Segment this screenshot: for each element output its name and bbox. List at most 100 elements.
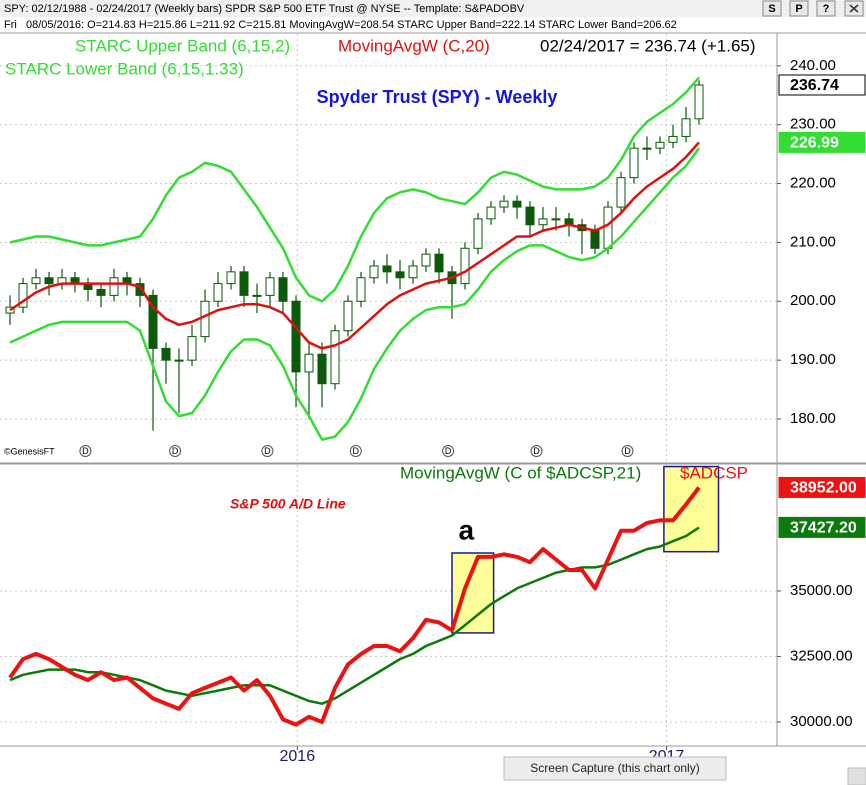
header-title: SPY: 02/12/1988 - 02/24/2017 (Weekly bar… [4,3,525,15]
candle-body [538,218,548,226]
end-label-box [778,516,866,538]
capture-label[interactable]: Screen Capture (this chart only) [530,761,699,775]
x-tick-label: 2016 [280,748,316,765]
candle-body [655,141,665,149]
y-tick-label: 180.00 [790,410,836,427]
candle-body [317,353,327,385]
y-tick-label: 32500.00 [790,647,853,664]
candle-body [161,347,171,361]
series-line [8,486,701,727]
toolbar-button[interactable] [789,0,809,17]
header-day: Fri [4,19,17,31]
dividend-label: D [172,446,179,456]
candle-body [382,265,392,273]
candle-body [226,271,236,285]
candle-body [551,218,561,221]
candle-body [18,283,28,308]
y-tick-label: 35000.00 [790,582,853,599]
y-tick-label: 30000.00 [790,713,853,730]
candle-body [603,206,613,249]
dividend-marker [442,445,455,457]
candle-body [252,294,262,297]
candle-body [434,253,444,273]
legend-entry: MovingAvgW (C,20) [338,36,490,55]
toolbar-button-label[interactable]: ? [823,3,830,15]
price-panel [0,34,777,462]
legend-entry: STARC Upper Band (6,15,2) [75,36,290,55]
candle-body [629,147,639,179]
toolbar-button[interactable] [762,0,782,17]
series-line [9,76,700,303]
candle-body [642,147,652,150]
candle-body [681,118,691,137]
y-tick-label: 200.00 [790,292,836,309]
dividend-marker [261,445,274,457]
candle-body [460,247,470,285]
candle-body [330,330,340,385]
end-label-box [778,476,866,498]
candle-body [200,300,210,338]
candle-body [369,265,379,279]
candle-body [512,200,522,208]
scroll-corner [847,767,866,785]
end-label: 37427.20 [790,520,857,537]
series-line [9,141,700,350]
candle-body [668,135,678,143]
candle-body [239,271,249,296]
end-label: 236.74 [790,77,839,94]
candle-body [525,206,535,226]
candle-body [304,353,314,373]
y-tick-label: 240.00 [790,57,836,74]
y-tick-label: 210.00 [790,233,836,250]
dividend-marker [79,445,92,457]
candle-body [421,253,431,267]
dividend-marker [530,445,543,457]
candle-body [135,283,145,296]
candle-body [187,336,197,361]
candle-body [486,206,496,220]
candle-body [356,277,366,302]
candle-body [473,218,483,249]
annotation: a [459,514,475,545]
last-value-label: 02/24/2017 = 236.74 (+1.65) [540,36,756,55]
y-tick-label: 230.00 [790,116,836,133]
candle-body [278,277,288,302]
dividend-label: D [624,446,631,456]
candle-body [499,200,509,208]
header-bar [0,0,866,17]
candle-body [590,230,600,249]
toolbar-button[interactable] [816,0,836,17]
y-tick-label: 190.00 [790,351,836,368]
candle-body [408,265,418,279]
legend-entry: MovingAvgW (C of $ADCSP,21) [400,463,641,482]
candle-body [616,177,626,208]
close-button[interactable] [844,0,864,17]
candle-body [291,300,301,373]
dividend-marker [621,445,634,457]
end-label: 38952.00 [790,480,857,497]
series-line [9,147,701,441]
candle-body [265,277,275,296]
toolbar-button-label[interactable]: S [768,3,775,15]
dividend-marker [349,445,362,457]
end-label: 226.99 [790,135,839,152]
dividend-marker [169,445,182,457]
candle-body [109,277,119,296]
legend-entry: $ADCSP [680,463,748,482]
header-info: 08/05/2016: O=214.83 H=215.86 L=211.92 C… [26,19,677,31]
capture-button[interactable]: Screen Capture (this chart only) [503,756,727,781]
candle-body [395,271,405,279]
candle-body [148,294,158,349]
overlay: S P ? 180.00 190.00 200.00 210.00 220.00 230.00 2… [5,0,866,765]
candle-body [343,300,353,332]
y-tick-label: 220.00 [790,175,836,192]
toolbar-button-label[interactable]: P [795,3,802,15]
dividend-label: D [264,446,271,456]
candle-body [44,277,54,285]
candle-body [174,359,184,362]
chart-title: Spyder Trust (SPY) - Weekly [317,87,558,107]
credit: ©GenesisFT [4,446,55,456]
candle-body [213,283,223,302]
